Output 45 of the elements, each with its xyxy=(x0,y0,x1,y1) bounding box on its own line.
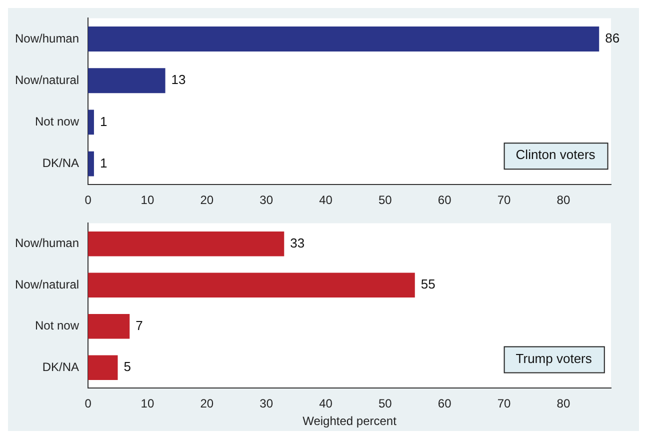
x-tick-label: 10 xyxy=(140,396,154,411)
y-tick-label: Not now xyxy=(35,114,80,129)
data-label: 33 xyxy=(290,235,305,250)
bar xyxy=(88,26,600,52)
x-tick-label: 30 xyxy=(260,193,274,208)
x-tick-label: 0 xyxy=(84,396,92,411)
y-tick-label: Now/natural xyxy=(15,72,80,87)
data-label: 1 xyxy=(100,155,108,170)
bar xyxy=(88,355,118,380)
x-tick-label: 40 xyxy=(319,396,333,411)
y-tick-label: Now/natural xyxy=(15,277,80,292)
data-label: 5 xyxy=(124,359,131,374)
bar xyxy=(88,110,94,135)
x-tick-label: 50 xyxy=(378,396,392,411)
x-tick-label: 80 xyxy=(556,193,570,208)
x-tick-label: 10 xyxy=(140,193,154,208)
x-tick-label: 70 xyxy=(497,193,512,208)
x-tick-label: 20 xyxy=(200,193,214,208)
x-tick-label: 60 xyxy=(438,396,452,411)
data-label: 7 xyxy=(136,318,143,333)
data-label: 86 xyxy=(605,30,620,46)
y-tick-label: Now/human xyxy=(15,31,80,46)
x-tick-label: 0 xyxy=(84,193,92,208)
bar xyxy=(88,68,166,94)
bar xyxy=(88,231,284,256)
bar xyxy=(88,151,94,176)
y-tick-label: Not now xyxy=(35,318,80,333)
y-tick-label: DK/NA xyxy=(42,360,80,374)
x-axis-title: Weighted percent xyxy=(302,414,398,428)
y-tick-label: Now/human xyxy=(15,236,80,250)
y-tick-label: DK/NA xyxy=(42,156,80,170)
bar xyxy=(88,314,130,339)
data-label: 13 xyxy=(171,72,186,88)
x-tick-label: 50 xyxy=(378,193,392,208)
annotation: Trump voters xyxy=(516,350,592,366)
x-tick-label: 80 xyxy=(556,396,570,411)
x-tick-label: 60 xyxy=(438,193,452,208)
annotation: Clinton voters xyxy=(516,147,596,162)
data-label: 1 xyxy=(100,114,108,129)
x-tick-label: 70 xyxy=(497,396,512,411)
x-tick-label: 40 xyxy=(319,193,333,208)
x-tick-label: 30 xyxy=(260,396,274,411)
x-tick-label: 20 xyxy=(200,396,214,411)
data-label: 55 xyxy=(420,276,436,292)
bar xyxy=(88,272,415,298)
